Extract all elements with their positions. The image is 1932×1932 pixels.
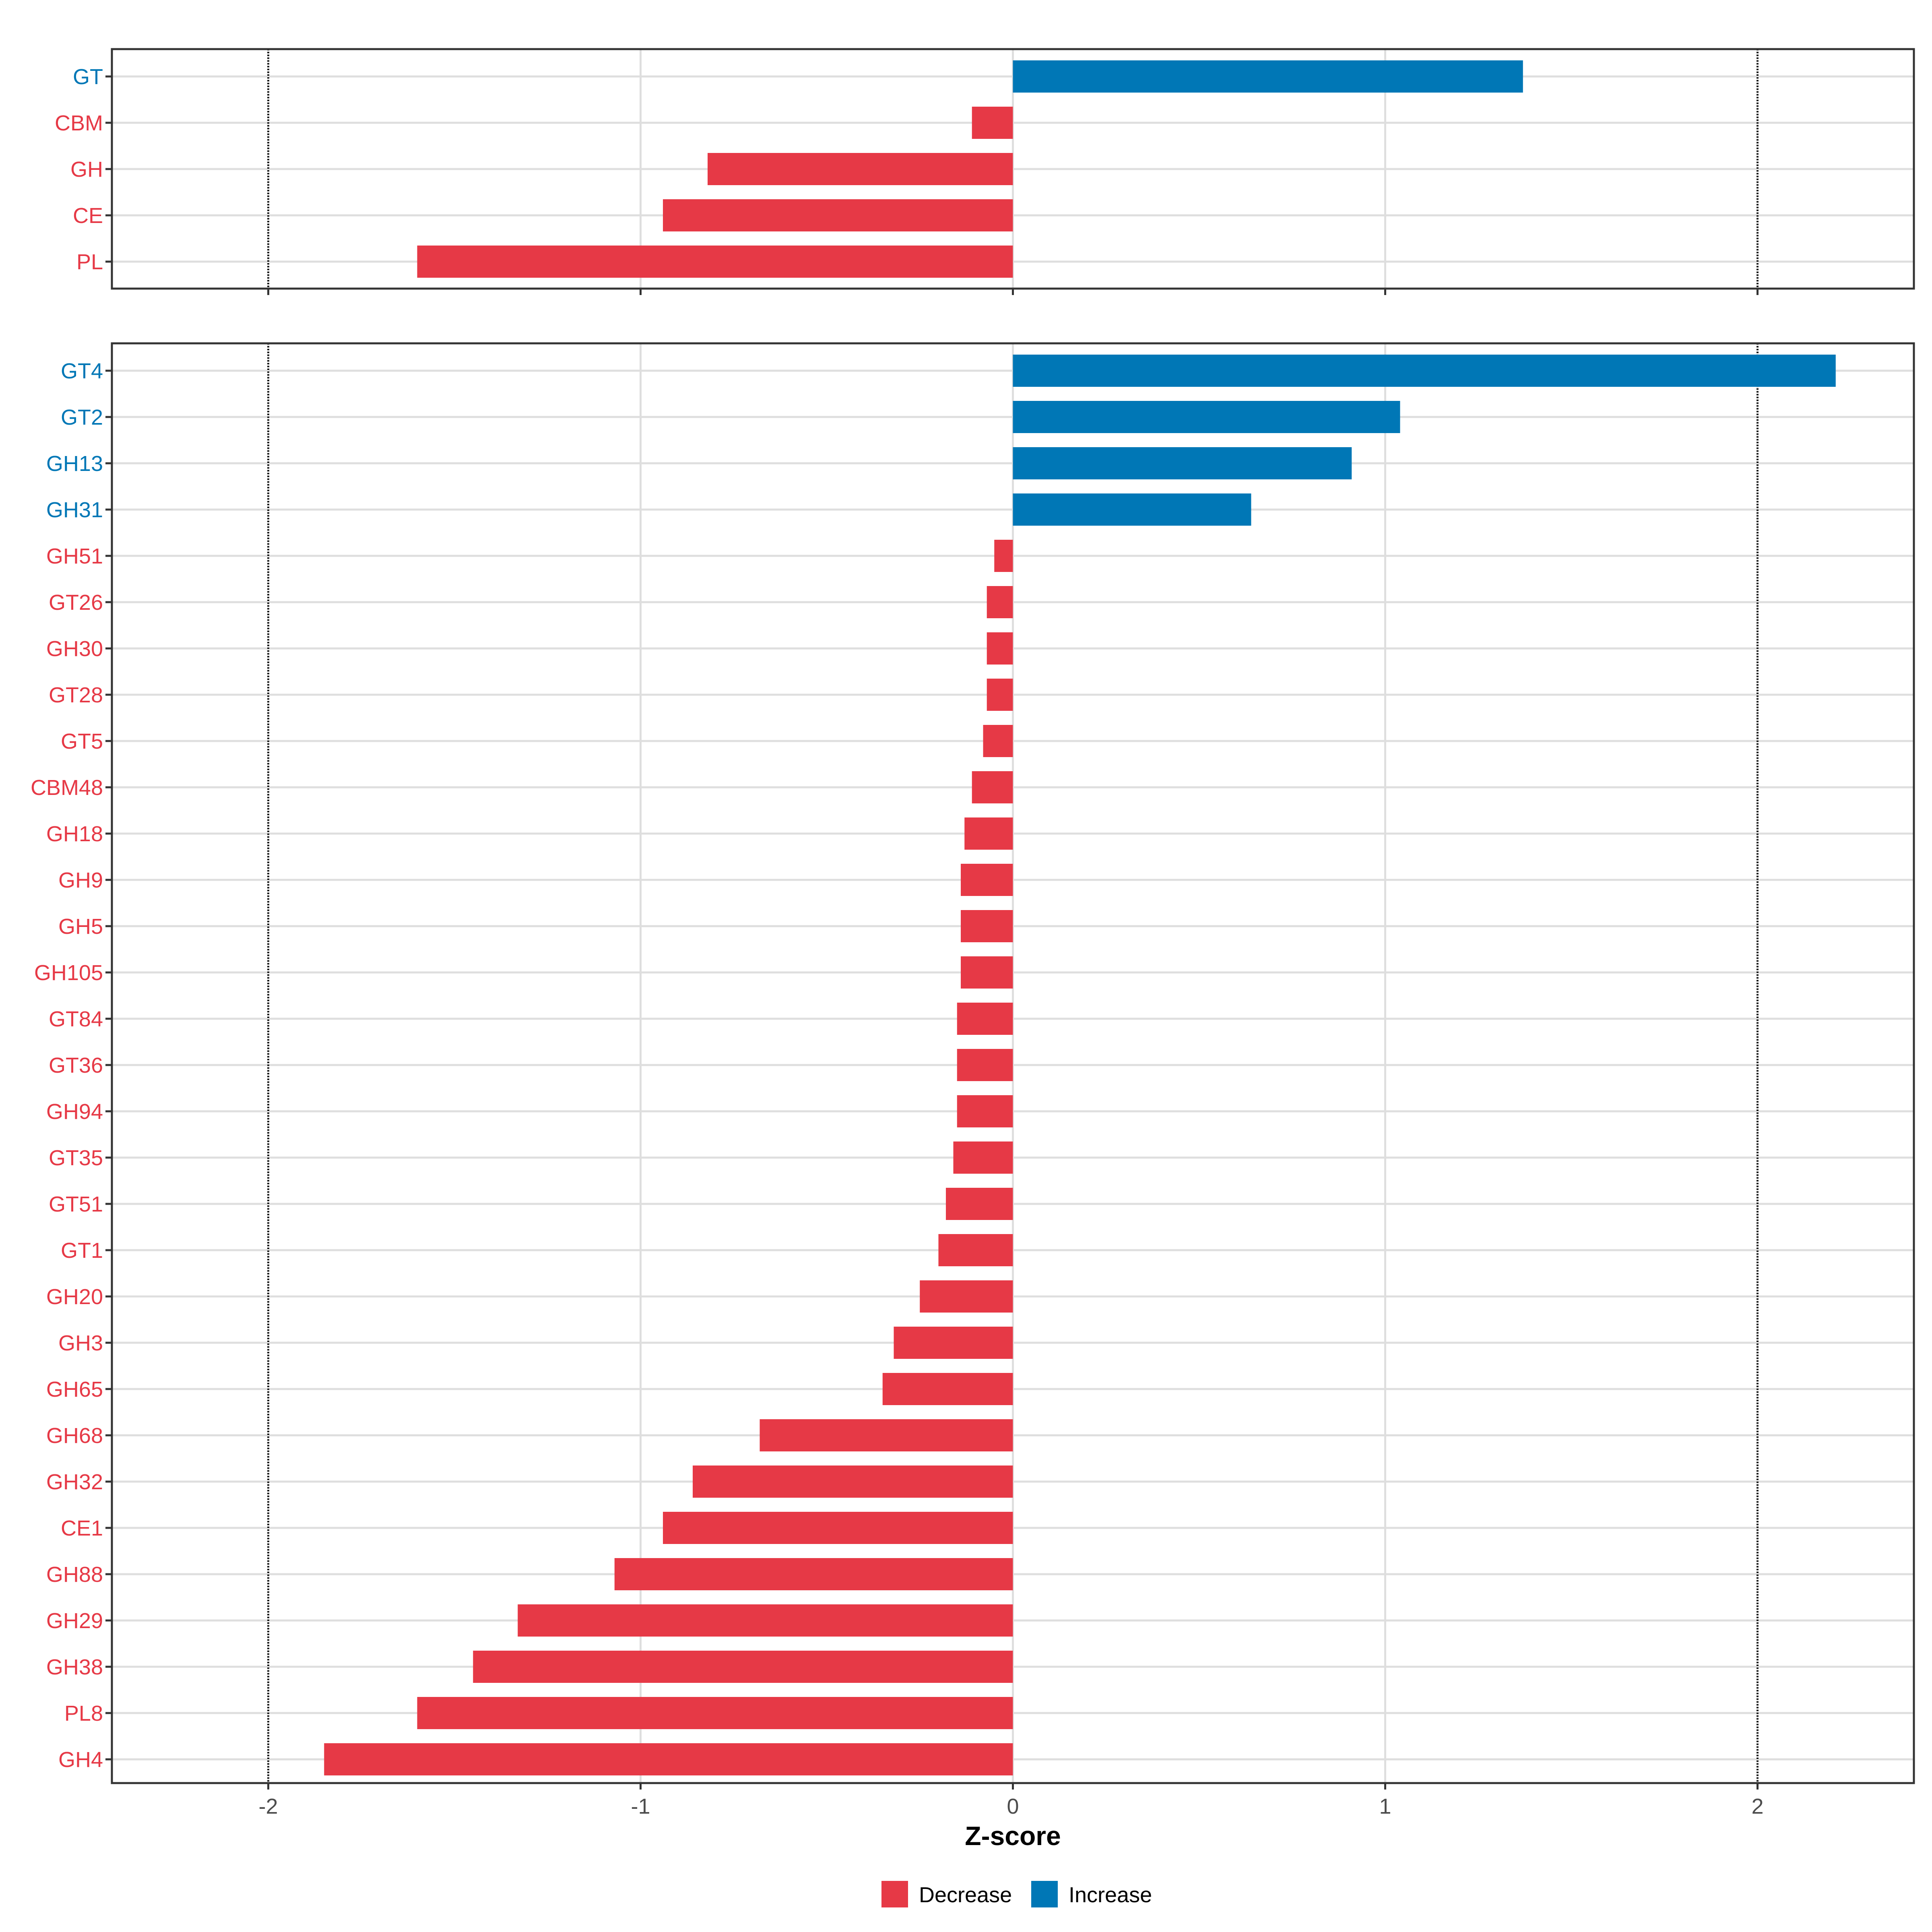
legend-swatch-increase (1031, 1881, 1058, 1907)
bar-gh31 (1013, 493, 1251, 526)
bar-pl (417, 246, 1013, 278)
bar-gh94 (957, 1095, 1013, 1127)
bar-cbm48 (972, 771, 1013, 803)
bar-gh29 (518, 1604, 1013, 1637)
bar-gh105 (961, 956, 1013, 989)
bar-gh88 (614, 1558, 1013, 1590)
legend: Decrease Increase (881, 1881, 1152, 1907)
category-label-cbm: CBM (55, 111, 103, 135)
category-label-gh4: GH4 (58, 1748, 103, 1772)
bar-pl8 (417, 1697, 1013, 1729)
category-label-gh29: GH29 (46, 1609, 103, 1633)
category-label-gh18: GH18 (46, 822, 103, 846)
category-label-gh13: GH13 (46, 452, 103, 476)
category-label-gt51: GT51 (49, 1192, 103, 1216)
category-label-gh3: GH3 (58, 1331, 103, 1355)
category-label-gt84: GT84 (49, 1007, 103, 1031)
category-label-gh31: GH31 (46, 498, 103, 522)
bar-gt (1013, 60, 1523, 93)
bar-gt1 (938, 1234, 1013, 1266)
legend-label-decrease: Decrease (919, 1883, 1012, 1907)
bar-gh13 (1013, 447, 1352, 479)
category-label-gh5: GH5 (58, 914, 103, 939)
bar-cbm (972, 107, 1013, 139)
legend-label-increase: Increase (1069, 1883, 1152, 1907)
category-label-gh105: GH105 (34, 961, 103, 985)
category-label-gh20: GH20 (46, 1285, 103, 1309)
x-axis-title: Z-score (965, 1821, 1061, 1851)
bar-gh20 (920, 1280, 1013, 1313)
category-label-pl: PL (76, 250, 103, 274)
category-label-gt35: GT35 (49, 1146, 103, 1170)
category-label-gh9: GH9 (58, 868, 103, 892)
category-label-gt28: GT28 (49, 683, 103, 707)
x-axis: -2 -1 0 1 2 (258, 1783, 1764, 1818)
category-label-gt36: GT36 (49, 1053, 103, 1077)
bar-gh18 (964, 817, 1013, 850)
bar-gh30 (987, 632, 1013, 665)
category-label-cbm48: CBM48 (31, 776, 103, 800)
bar-gh (708, 153, 1013, 185)
bar-gt2 (1013, 401, 1400, 433)
category-label-gh32: GH32 (46, 1470, 103, 1494)
bar-gh51 (994, 540, 1013, 572)
category-label-pl8: PL8 (64, 1701, 103, 1726)
bar-gt26 (987, 586, 1013, 618)
category-label-gh: GH (70, 157, 103, 182)
bar-gh5 (961, 910, 1013, 942)
bar-gt4 (1013, 355, 1836, 387)
x-tick-label: -2 (258, 1794, 278, 1818)
category-label-gt4: GT4 (61, 359, 103, 383)
bar-gt28 (987, 679, 1013, 711)
category-label-gh88: GH88 (46, 1563, 103, 1587)
category-label-gh65: GH65 (46, 1377, 103, 1402)
category-label-gt1: GT1 (61, 1238, 103, 1263)
x-tick-label: -1 (631, 1794, 650, 1818)
legend-swatch-decrease (881, 1881, 908, 1907)
x-tick-label: 1 (1379, 1794, 1391, 1818)
category-label-gh51: GH51 (46, 544, 103, 568)
bar-ce1 (663, 1512, 1013, 1544)
bar-ce (663, 199, 1013, 231)
bar-gh9 (961, 864, 1013, 896)
bar-gt51 (946, 1188, 1013, 1220)
category-label-gh30: GH30 (46, 637, 103, 661)
category-label-gh94: GH94 (46, 1100, 103, 1124)
family-panel: GT CBM GH CE PL (55, 48, 1915, 295)
category-label-gt26: GT26 (49, 590, 103, 615)
category-label-ce1: CE1 (61, 1516, 103, 1540)
category-label-ce: CE (73, 204, 103, 228)
bar-gt84 (957, 1003, 1013, 1035)
bar-gh38 (473, 1651, 1013, 1683)
bar-gh3 (894, 1327, 1013, 1359)
category-label-gt: GT (73, 65, 103, 89)
x-tick-label: 2 (1751, 1794, 1763, 1818)
category-label-gt5: GT5 (61, 729, 103, 753)
bar-gh4 (324, 1743, 1013, 1775)
bar-gt36 (957, 1049, 1013, 1081)
x-tick-label: 0 (1007, 1794, 1019, 1818)
bar-gh68 (760, 1419, 1013, 1451)
bar-gh65 (882, 1373, 1013, 1405)
category-label-gh38: GH38 (46, 1655, 103, 1679)
bar-gt35 (953, 1141, 1013, 1174)
bar-gh32 (693, 1466, 1013, 1498)
category-label-gh68: GH68 (46, 1424, 103, 1448)
subfamily-panel: GT4 GT2 GH13 GH31 GH51 GT26 GH30 GT28 GT5 CBM48 GH… (31, 342, 1915, 1784)
category-label-gt2: GT2 (61, 405, 103, 429)
bar-gt5 (983, 725, 1013, 757)
